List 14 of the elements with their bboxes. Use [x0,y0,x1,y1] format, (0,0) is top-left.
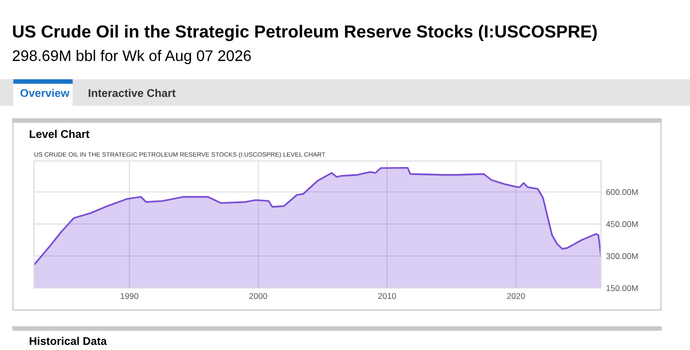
text: Interactive Chart [88,88,176,97]
y-tick-label: 300.00M [606,253,638,260]
chart-subtitle: 298.69M bbl for Wk of Aug 07 2026 [12,50,251,64]
x-tick-label: 2010 [378,293,396,299]
text: Overview [20,88,70,97]
x-tick-label: 1990 [120,293,138,299]
x-tick-label: 2000 [249,293,268,299]
text: Level Chart [30,130,90,138]
x-tick-label: 2020 [507,293,525,299]
y-tick-label: 600.00M [606,189,638,196]
y-tick-label: 450.00M [606,221,638,228]
text: Historical Data [30,336,107,345]
y-tick-label: 150.00M [606,285,638,292]
chart-title: US Crude Oil in the Strategic Petroleum Reserve Stocks (I:USCOSPRE) [13,24,597,42]
